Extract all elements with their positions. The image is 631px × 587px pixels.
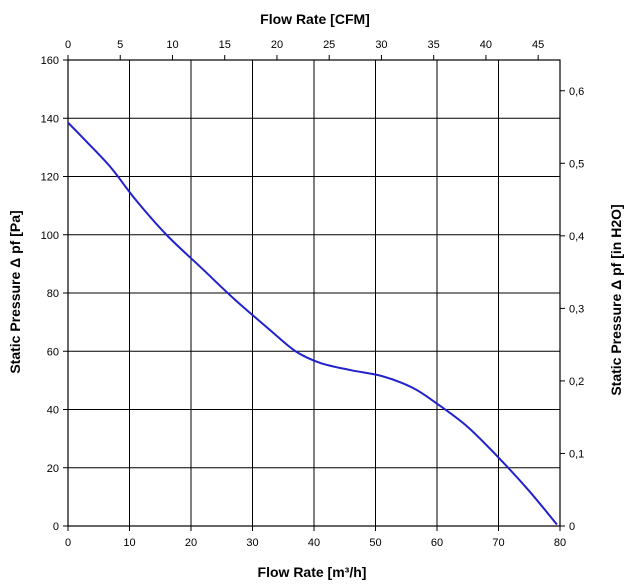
y-left-tick-label: 80: [47, 288, 59, 300]
y-left-tick-label: 60: [47, 346, 59, 358]
y-right-axis-title: Static Pressure Δ pf [in H2O]: [608, 204, 624, 395]
x-top-tick-label: 0: [65, 39, 71, 51]
grid-lines: [67, 59, 561, 527]
x-top-tick-label: 20: [271, 39, 283, 51]
x-bottom-tick-label: 60: [431, 537, 443, 549]
x-top-tick-label: 15: [219, 39, 231, 51]
x-bottom-tick-label: 0: [65, 537, 71, 549]
y-right-tick-label: 0,2: [569, 376, 584, 388]
y-right-tick-label: 0,1: [569, 448, 584, 460]
y-left-tick-label: 100: [41, 230, 59, 242]
x-top-axis-title: Flow Rate [CFM]: [260, 11, 370, 27]
x-top-tick-label: 5: [117, 39, 123, 51]
x-bottom-tick-label: 80: [554, 537, 566, 549]
tick-marks: [63, 55, 565, 531]
x-bottom-tick-label: 40: [308, 537, 320, 549]
y-left-tick-label: 140: [41, 113, 59, 125]
x-bottom-axis-title: Flow Rate [m³/h]: [258, 564, 367, 580]
y-left-tick-label: 0: [53, 521, 59, 533]
pressure-curve-line: [67, 121, 558, 526]
x-top-tick-label: 30: [375, 39, 387, 51]
x-top-tick-label: 45: [532, 39, 544, 51]
y-right-tick-label: 0,3: [569, 303, 584, 315]
x-top-tick-label: 35: [428, 39, 440, 51]
x-bottom-tick-label: 30: [246, 537, 258, 549]
y-right-tick-label: 0,6: [569, 86, 584, 98]
x-top-tick-label: 10: [166, 39, 178, 51]
y-left-tick-label: 160: [41, 55, 59, 67]
y-left-tick-label: 20: [47, 463, 59, 475]
y-right-tick-label: 0,5: [569, 158, 584, 170]
x-bottom-tick-label: 70: [492, 537, 504, 549]
y-right-tick-label: 0,4: [569, 231, 584, 243]
x-top-tick-label: 40: [480, 39, 492, 51]
y-left-axis-title: Static Pressure Δ pf [Pa]: [7, 210, 23, 373]
x-bottom-tick-label: 50: [369, 537, 381, 549]
x-top-tick-label: 25: [323, 39, 335, 51]
y-right-tick-label: 0: [569, 521, 575, 533]
y-left-tick-label: 120: [41, 172, 59, 184]
y-left-tick-label: 40: [47, 405, 59, 417]
series-layer: [67, 121, 558, 526]
x-bottom-tick-label: 10: [123, 537, 135, 549]
x-bottom-tick-label: 20: [185, 537, 197, 549]
